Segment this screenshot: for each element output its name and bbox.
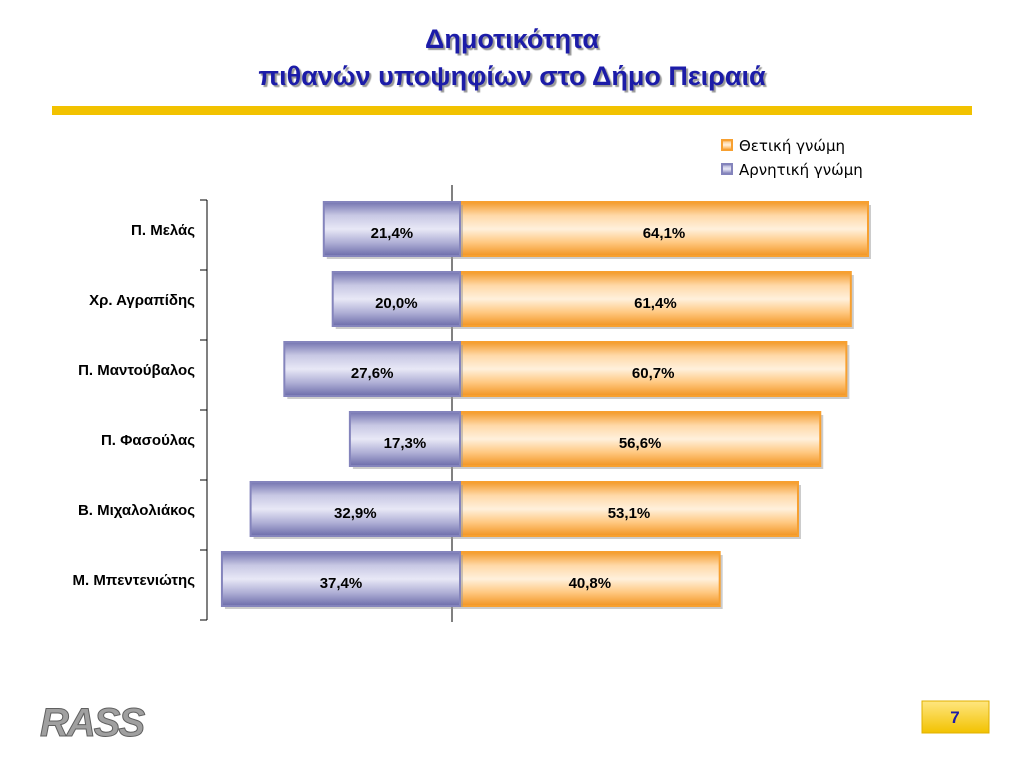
value-label: 56,6% [619,435,662,452]
value-label: 32,9% [334,505,377,522]
positive-bar [459,481,799,537]
negative-bar [220,551,461,607]
value-label: 27,6% [351,365,394,382]
value-label: 20,0% [375,295,418,312]
negative-bar [249,481,461,537]
positive-bar [459,201,869,257]
legend-label: Αρνητική γνώμη [739,161,863,179]
page-number: 7 [950,708,959,727]
value-label: 21,4% [371,225,414,242]
plot-area: Π. Μελάς 64,1% 21,4% Χρ. Αγραπίδης 61,4% 20,0… [72,137,871,622]
category-label: Μ. Μπεντενιώτης [72,572,195,589]
negative-bar [348,411,461,467]
chart-title: Δημοτικότητα [425,24,599,54]
value-label: 64,1% [643,225,686,242]
positive-bar [459,341,848,397]
category-label: Β. Μιχαλολιάκος [78,502,195,519]
legend-swatch [721,139,733,151]
value-label: 40,8% [569,575,612,592]
positive-bar [459,551,721,607]
negative-bar [322,201,462,257]
negative-bar [331,271,462,327]
category-label: Π. Μαντούβαλος [78,362,195,379]
positive-bar [459,271,852,327]
category-label: Π. Φασούλας [101,432,195,449]
value-label: 37,4% [320,575,363,592]
negative-bar [283,341,461,397]
value-label: 17,3% [384,435,427,452]
positive-bar [459,411,822,467]
chart-subtitle: πιθανών υποψηφίων στο Δήμο Πειραιά [258,61,766,91]
logo: RASS [40,701,145,745]
title-rule [52,106,972,115]
category-label: Π. Μελάς [131,222,195,239]
legend-swatch [721,163,733,175]
category-label: Χρ. Αγραπίδης [89,292,195,309]
page-number-box [921,700,990,734]
legend-label: Θετική γνώμη [739,137,845,155]
value-label: 53,1% [608,505,651,522]
value-label: 61,4% [634,295,677,312]
value-label: 60,7% [632,365,675,382]
